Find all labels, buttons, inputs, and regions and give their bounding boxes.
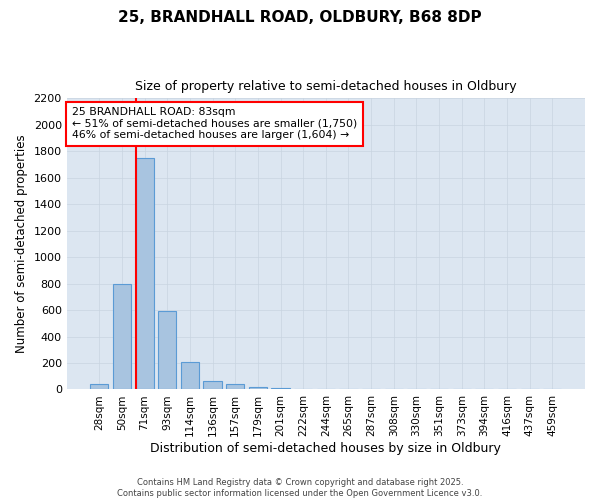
- Bar: [90, 384, 109, 390]
- Text: 25 BRANDHALL ROAD: 83sqm
← 51% of semi-detached houses are smaller (1,750)
46% o: 25 BRANDHALL ROAD: 83sqm ← 51% of semi-d…: [72, 107, 357, 140]
- Title: Size of property relative to semi-detached houses in Oldbury: Size of property relative to semi-detach…: [135, 80, 517, 93]
- Bar: [249, 388, 267, 390]
- Y-axis label: Number of semi-detached properties: Number of semi-detached properties: [15, 134, 28, 353]
- Bar: [271, 388, 290, 390]
- Bar: [226, 384, 244, 390]
- Text: Contains HM Land Registry data © Crown copyright and database right 2025.
Contai: Contains HM Land Registry data © Crown c…: [118, 478, 482, 498]
- Bar: [203, 381, 221, 390]
- Text: 25, BRANDHALL ROAD, OLDBURY, B68 8DP: 25, BRANDHALL ROAD, OLDBURY, B68 8DP: [118, 10, 482, 25]
- Bar: [158, 312, 176, 390]
- Bar: [113, 284, 131, 390]
- Bar: [181, 362, 199, 390]
- Bar: [136, 158, 154, 390]
- X-axis label: Distribution of semi-detached houses by size in Oldbury: Distribution of semi-detached houses by …: [151, 442, 501, 455]
